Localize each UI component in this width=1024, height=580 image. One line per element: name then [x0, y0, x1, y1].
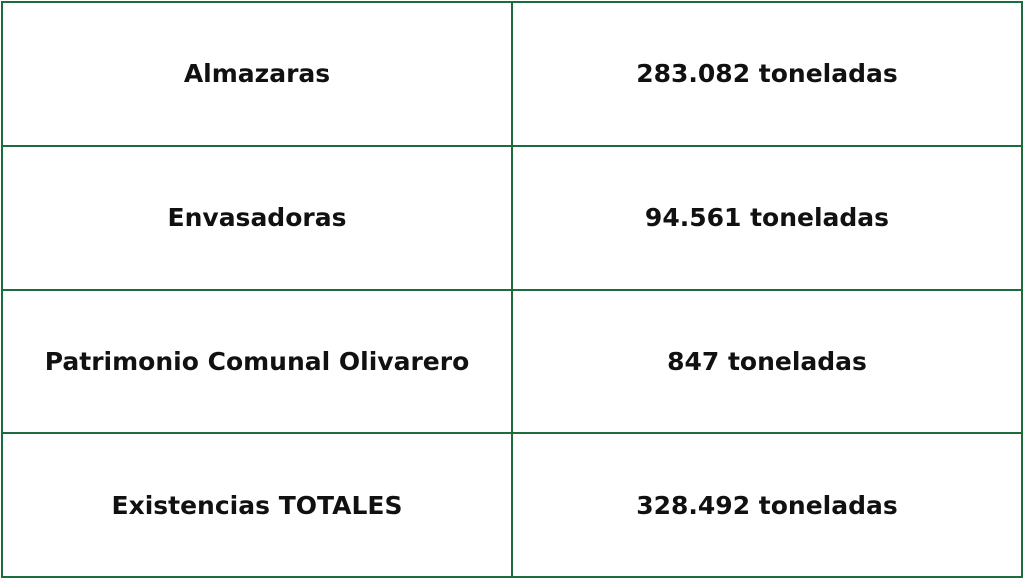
row-label: Patrimonio Comunal Olivarero — [1, 288, 513, 435]
row-label: Existencias TOTALES — [1, 432, 513, 578]
table-row: Patrimonio Comunal Olivarero 847 tonelada… — [1, 288, 1023, 435]
row-value: 847 toneladas — [511, 288, 1023, 435]
row-value: 94.561 toneladas — [511, 144, 1023, 291]
row-value: 328.492 toneladas — [511, 432, 1023, 578]
table-row: Envasadoras 94.561 toneladas — [1, 144, 1023, 291]
row-value: 283.082 toneladas — [511, 1, 1023, 147]
row-label: Almazaras — [1, 1, 513, 147]
row-label: Envasadoras — [1, 144, 513, 291]
table-row: Existencias TOTALES 328.492 toneladas — [1, 432, 1023, 578]
table-row: Almazaras 283.082 toneladas — [1, 1, 1023, 147]
